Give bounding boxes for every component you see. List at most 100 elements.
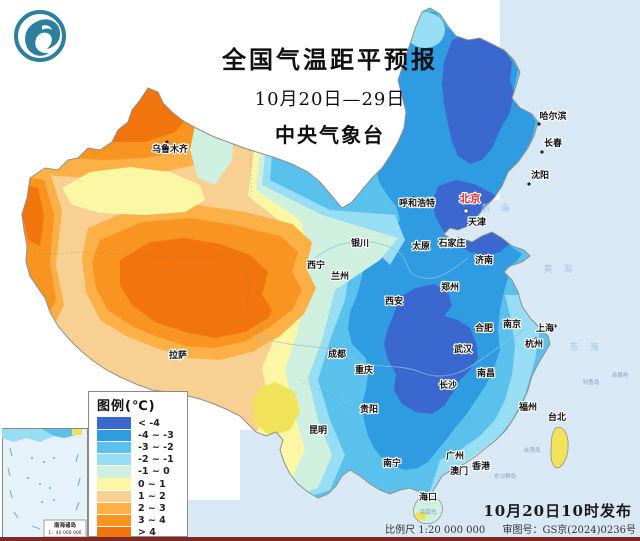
city-dot (520, 402, 524, 406)
legend-row: 1 ~ 2 (97, 490, 187, 502)
city-label: 银川 (351, 237, 369, 249)
city-label: 拉萨 (169, 349, 187, 361)
legend-row: < -4 (97, 417, 187, 429)
taiwan-island (550, 426, 569, 469)
legend-swatch (97, 429, 131, 441)
city-dot (476, 255, 480, 259)
city-label: 广州 (446, 450, 464, 462)
city-label: 武汉 (454, 343, 473, 355)
city-dot (468, 216, 472, 220)
city-label: 南昌 (477, 367, 495, 379)
city-label: 重庆 (355, 364, 373, 376)
legend-label: -1 ~ 0 (138, 466, 170, 478)
legend-row: -2 ~ -1 (97, 453, 187, 466)
island-label: 钓鱼岛 (583, 378, 600, 386)
legend-label: 0 ~ 1 (138, 478, 166, 490)
city-dot (411, 196, 415, 200)
city-dot (356, 364, 360, 368)
map-meta: 比例尺 1:20 000 000 审图号：GS京(2024)0236号 (371, 521, 636, 536)
inset-scale: 1：40 000 000 (48, 530, 81, 536)
city-label: 郑州 (441, 281, 459, 293)
city-dot (353, 237, 357, 241)
city-dot (427, 240, 431, 244)
city-dot (504, 318, 508, 322)
city-label: 石家庄 (437, 237, 465, 249)
city-dot (537, 122, 541, 126)
city-label: 长沙 (439, 379, 457, 391)
city-dot (488, 323, 492, 327)
city-label: 乌鲁木齐 (152, 143, 189, 155)
city-dot (170, 350, 174, 354)
city-label: 长春 (544, 137, 563, 149)
city-label: 澳门 (450, 465, 468, 477)
south-china-sea-inset: 南海诸岛 1：40 000 000 (2, 428, 88, 539)
legend-swatch (97, 441, 131, 454)
city-label: 太原 (411, 240, 430, 252)
city-dot (310, 424, 314, 428)
city-dot (332, 270, 336, 274)
city-label: 昆明 (309, 425, 327, 436)
legend-row: 2 ~ 3 (97, 502, 187, 515)
city-label: 天津 (468, 216, 486, 228)
city-dot (478, 367, 482, 371)
island-label: 台湾岛 (524, 446, 541, 454)
city-dot (308, 260, 312, 264)
island-label: 赤尾屿 (612, 371, 629, 379)
city-label: 成都 (328, 348, 346, 360)
city-label: 上海 (536, 322, 554, 334)
approval-number: 审图号：GS京(2024)0236号 (502, 525, 636, 536)
legend-label: -3 ~ -2 (138, 441, 174, 453)
city-dot (463, 208, 469, 214)
legend-row: > 4 (97, 527, 187, 539)
map-scale: 比例尺 1:20 000 000 (385, 525, 486, 536)
city-dot (473, 461, 477, 465)
legend-swatch (97, 514, 131, 527)
sea-label: 黄 海 (544, 263, 577, 275)
city-dot (453, 466, 457, 470)
legend-row: 0 ~ 1 (97, 478, 187, 490)
city-dot (442, 281, 446, 285)
island-label: 海南岛 (420, 508, 437, 516)
city-label: 台北 (548, 411, 566, 423)
legend-swatch (97, 527, 131, 539)
city-label: 海口 (419, 491, 437, 503)
city-label: 西宁 (307, 259, 325, 271)
bottom-bar (0, 537, 640, 541)
island-label: 东沙群岛 (494, 472, 517, 480)
legend-swatch (97, 417, 131, 429)
legend-swatch (97, 453, 131, 466)
legend-label: -4 ~ -3 (138, 429, 174, 441)
legend-label: -2 ~ -1 (138, 454, 174, 466)
sea-labels: 渤 海黄 海东 海 (481, 202, 603, 353)
cma-logo (14, 10, 66, 62)
city-dot (361, 403, 365, 407)
legend-row: -1 ~ 0 (97, 466, 187, 478)
legend-swatch (97, 478, 131, 490)
city-dot (387, 295, 391, 299)
city-label: 贵阳 (360, 403, 378, 415)
legend-row: -3 ~ -2 (97, 441, 187, 454)
legend-swatch (97, 466, 131, 478)
legend-label: 3 ~ 4 (138, 515, 166, 527)
release-time: 10月20日10时发布 (483, 502, 632, 520)
legend-row: -4 ~ -3 (97, 429, 187, 441)
city-label: 合肥 (475, 322, 493, 334)
city-dot (534, 337, 538, 341)
city-dot (553, 324, 557, 328)
inset-caption: 南海诸岛 (54, 521, 77, 529)
sea-label: 东 海 (570, 341, 603, 353)
city-label: 沈阳 (531, 169, 549, 181)
city-label: 北京 (460, 192, 481, 205)
legend-label: > 4 (138, 527, 156, 539)
legend-swatch (97, 502, 131, 515)
legend-swatch (97, 490, 131, 502)
city-label: 济南 (475, 254, 493, 266)
legend-row: 3 ~ 4 (97, 514, 187, 527)
legend-label: 2 ~ 3 (138, 502, 166, 514)
city-dot (447, 450, 451, 454)
hainan-yellow-patch (415, 512, 427, 520)
